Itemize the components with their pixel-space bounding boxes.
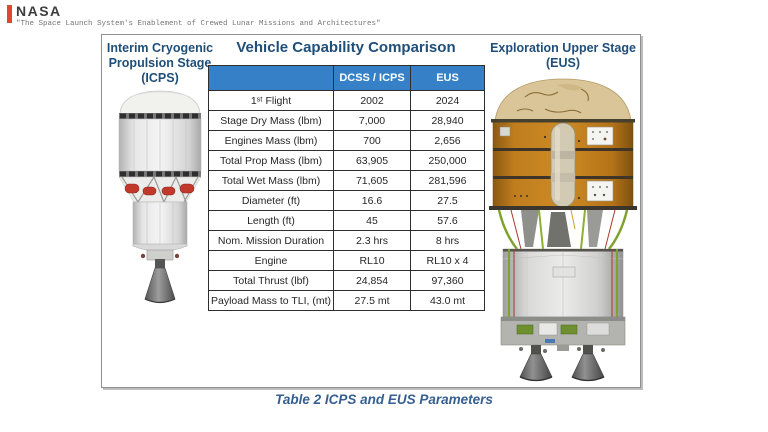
row-label: Payload Mass to TLI, (mt) [207, 290, 335, 311]
table-row: Stage Dry Mass (lbm) 7,000 28,940 [207, 110, 486, 131]
row-label: Total Thrust (lbf) [207, 270, 335, 291]
icps-label: Interim Cryogenic Propulsion Stage (ICPS… [106, 41, 214, 85]
icps-rocket-illustration [118, 90, 202, 304]
nasa-header: NASA "The Space Launch System's Enableme… [7, 4, 381, 28]
row-value: 28,940 [410, 110, 486, 131]
table-row: 1ˢᵗ Flight 2002 2024 [207, 90, 486, 111]
row-value: 7,000 [333, 110, 412, 131]
row-value: 97,360 [410, 270, 486, 291]
row-value: RL10 [333, 250, 412, 271]
row-value: 700 [333, 130, 412, 151]
table-row: Engines Mass (lbm) 700 2,656 [207, 130, 486, 151]
row-value: 2024 [410, 90, 486, 111]
row-value: 2.3 hrs [333, 230, 412, 251]
nasa-logo-bar [7, 5, 12, 23]
row-label: Diameter (ft) [207, 190, 335, 211]
row-value: 250,000 [410, 150, 486, 171]
row-label: Engines Mass (lbm) [207, 130, 335, 151]
table-row: Payload Mass to TLI, (mt) 27.5 mt 43.0 mt [207, 290, 486, 311]
eus-label: Exploration Upper Stage (EUS) [490, 41, 636, 70]
row-value: 281,596 [410, 170, 486, 191]
table-title: Vehicle Capability Comparison [236, 39, 456, 56]
row-value: 63,905 [333, 150, 412, 171]
paper-title: "The Space Launch System's Enablement of… [16, 20, 381, 28]
comparison-table-body: 1ˢᵗ Flight 2002 2024 Stage Dry Mass (lbm) 7,… [207, 90, 486, 311]
row-value: 8 hrs [410, 230, 486, 251]
table-row: Engine RL10 RL10 x 4 [207, 250, 486, 271]
row-label: Total Wet Mass (lbm) [207, 170, 335, 191]
comparison-table: DCSS / ICPS EUS 1ˢᵗ Flight 2002 2024 Stage … [207, 65, 486, 311]
col-header-dcss-icps: DCSS / ICPS [333, 65, 412, 91]
row-value: 27.5 mt [333, 290, 412, 311]
row-value: RL10 x 4 [410, 250, 486, 271]
col-header-blank [207, 65, 335, 91]
row-value: 2,656 [410, 130, 486, 151]
nasa-wordmark: NASA [16, 3, 62, 19]
table-row: Total Wet Mass (lbm) 71,605 281,596 [207, 170, 486, 191]
row-value: 16.6 [333, 190, 412, 211]
row-label: Total Prop Mass (lbm) [207, 150, 335, 171]
row-value: 2002 [333, 90, 412, 111]
row-value: 45 [333, 210, 412, 231]
table-header-row: DCSS / ICPS EUS [207, 65, 486, 91]
row-value: 24,854 [333, 270, 412, 291]
nasa-text-block: NASA "The Space Launch System's Enableme… [16, 4, 381, 28]
row-label: 1ˢᵗ Flight [207, 90, 335, 111]
row-label: Stage Dry Mass (lbm) [207, 110, 335, 131]
row-label: Engine [207, 250, 335, 271]
table-row: Length (ft) 45 57.6 [207, 210, 486, 231]
table-row: Diameter (ft) 16.6 27.5 [207, 190, 486, 211]
row-label: Nom. Mission Duration [207, 230, 335, 251]
row-value: 57.6 [410, 210, 486, 231]
figure-caption: Table 2 ICPS and EUS Parameters [275, 392, 493, 407]
row-label: Length (ft) [207, 210, 335, 231]
row-value: 71,605 [333, 170, 412, 191]
table-row: Total Prop Mass (lbm) 63,905 250,000 [207, 150, 486, 171]
row-value: 43.0 mt [410, 290, 486, 311]
table-row: Nom. Mission Duration 2.3 hrs 8 hrs [207, 230, 486, 251]
eus-rocket-illustration [489, 78, 637, 382]
col-header-eus: EUS [410, 65, 486, 91]
figure-box: Interim Cryogenic Propulsion Stage (ICPS… [101, 34, 641, 388]
table-row: Total Thrust (lbf) 24,854 97,360 [207, 270, 486, 291]
row-value: 27.5 [410, 190, 486, 211]
